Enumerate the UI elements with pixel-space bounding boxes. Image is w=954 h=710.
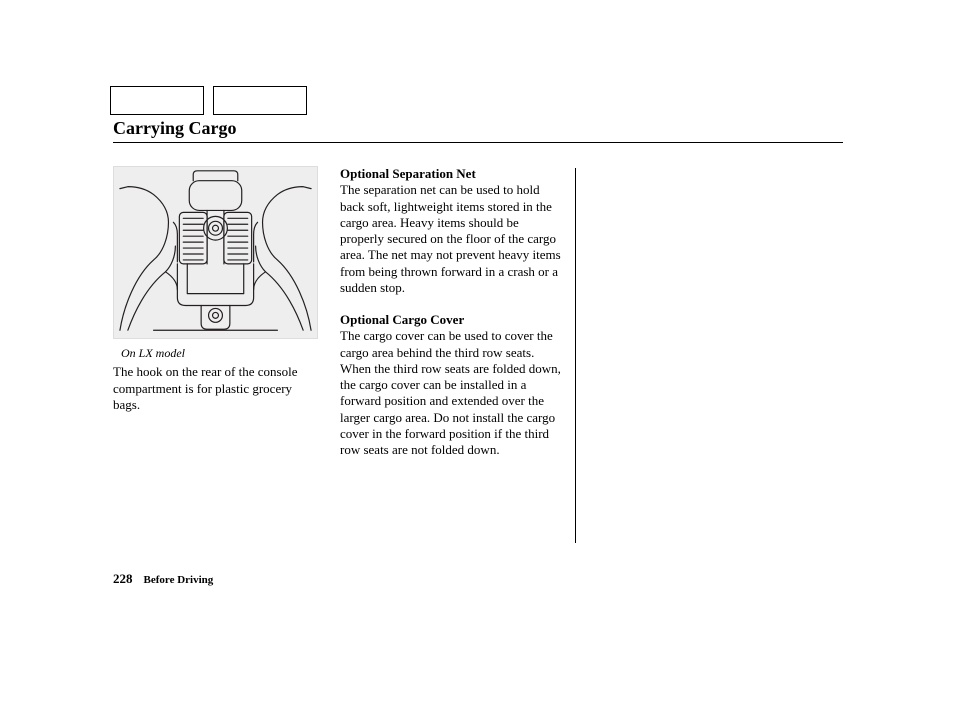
horizontal-rule bbox=[113, 142, 843, 143]
body-cargo-cover: The cargo cover can be used to cover the… bbox=[340, 328, 561, 457]
placeholder-box-1 bbox=[110, 86, 204, 115]
section-separation-net: Optional Separation Net The separation n… bbox=[340, 166, 565, 296]
heading-separation-net: Optional Separation Net bbox=[340, 166, 476, 181]
heading-cargo-cover: Optional Cargo Cover bbox=[340, 312, 464, 327]
section-title: Carrying Cargo bbox=[113, 118, 236, 139]
page-footer: 228 Before Driving bbox=[113, 571, 213, 587]
chapter-name: Before Driving bbox=[144, 574, 214, 586]
column-separator bbox=[575, 168, 576, 543]
column-2: Optional Separation Net The separation n… bbox=[340, 166, 565, 474]
console-illustration bbox=[113, 166, 318, 339]
column-1: On LX model The hook on the rear of the … bbox=[113, 166, 318, 413]
page-number: 228 bbox=[113, 571, 133, 586]
section-cargo-cover: Optional Cargo Cover The cargo cover can… bbox=[340, 312, 565, 458]
placeholder-box-2 bbox=[213, 86, 307, 115]
column1-body: The hook on the rear of the console comp… bbox=[113, 364, 318, 413]
illustration-caption: On LX model bbox=[121, 345, 318, 361]
body-separation-net: The separation net can be used to hold b… bbox=[340, 182, 561, 295]
